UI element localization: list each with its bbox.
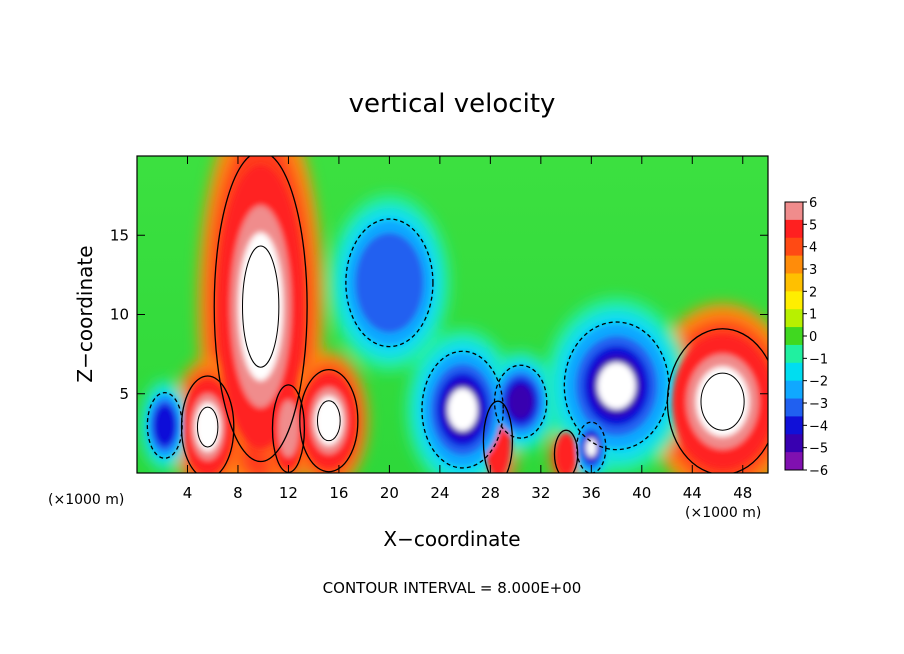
colorbar-tick-label: 1 bbox=[809, 308, 817, 323]
colorbar-swatch bbox=[785, 362, 803, 382]
core-layer bbox=[147, 165, 768, 473]
colorbar: 6 5 4 3 2 1 0 −1 −2 −3 −4 −5 −6 bbox=[784, 196, 828, 479]
x-tick-label: 40 bbox=[632, 484, 651, 502]
downdraft-contour-line bbox=[493, 364, 548, 439]
x-unit-right: (×1000 m) bbox=[685, 505, 761, 521]
x-tick-label: 24 bbox=[430, 484, 449, 502]
inner-contour-line bbox=[196, 406, 219, 448]
colorbar-tick-label: 0 bbox=[809, 330, 817, 345]
colorbar-swatch bbox=[785, 416, 803, 435]
colorbar-tick-label: 6 bbox=[809, 196, 817, 211]
colorbar-swatch bbox=[785, 273, 803, 292]
updraft-cell-shade bbox=[696, 366, 749, 437]
x-unit-left: (×1000 m) bbox=[48, 492, 124, 508]
downdraft-cell-shade bbox=[586, 438, 597, 457]
x-tick-label: 48 bbox=[733, 484, 752, 502]
colorbar-tick-label: 5 bbox=[809, 218, 817, 233]
chart-title: vertical velocity bbox=[349, 89, 556, 119]
y-axis: 5 10 15 bbox=[110, 226, 768, 403]
downdraft-contour-line bbox=[563, 321, 670, 451]
x-axis: 4 8 12 16 20 24 28 32 36 40 44 48 bbox=[183, 156, 752, 502]
updraft-cell-shade bbox=[555, 432, 577, 473]
colorbar-tick-label: −3 bbox=[809, 397, 828, 412]
updraft-cell-shade bbox=[314, 396, 343, 446]
x-tick-label: 28 bbox=[481, 484, 500, 502]
y-tick-label: 15 bbox=[110, 226, 129, 244]
colorbar-swatch bbox=[785, 237, 803, 257]
contour-layer bbox=[146, 156, 768, 473]
x-tick-label: 32 bbox=[531, 484, 550, 502]
colorbar-tick-label: 3 bbox=[809, 263, 817, 278]
downdraft-cell-shade bbox=[153, 404, 176, 446]
colorbar-tick-label: −2 bbox=[809, 375, 828, 390]
downdraft-cell-shade bbox=[597, 362, 636, 410]
x-tick-label: 44 bbox=[683, 484, 702, 502]
colorbar-swatch bbox=[785, 255, 803, 274]
colorbar-swatch bbox=[785, 219, 803, 239]
colorbar-tick-label: −5 bbox=[809, 442, 828, 457]
inner-contour-line bbox=[316, 400, 341, 442]
x-tick-label: 36 bbox=[582, 484, 601, 502]
y-axis-label: Z−coordinate bbox=[73, 245, 97, 382]
updraft-contour-line bbox=[213, 156, 308, 463]
x-tick-label: 16 bbox=[329, 484, 348, 502]
updraft-contour-line bbox=[299, 369, 359, 473]
x-tick-label: 4 bbox=[183, 484, 193, 502]
colorbar-swatch bbox=[785, 202, 803, 221]
updraft-cell-shade bbox=[195, 402, 221, 452]
updraft-contour-line bbox=[482, 400, 514, 473]
colorbar-swatch bbox=[785, 380, 803, 400]
colorbar-tick-label: −1 bbox=[809, 352, 828, 367]
downdraft-cell-shade bbox=[355, 232, 424, 333]
colorbar-swatch bbox=[785, 327, 803, 346]
contour-interval-note: CONTOUR INTERVAL = 8.000E+00 bbox=[323, 579, 582, 597]
colorbar-tick-label: 4 bbox=[809, 241, 817, 256]
x-tick-label: 12 bbox=[279, 484, 298, 502]
colorbar-swatch bbox=[785, 344, 803, 364]
colorbar-swatch bbox=[785, 291, 803, 310]
colorbar-swatch bbox=[785, 434, 803, 453]
downdraft-contour-line bbox=[345, 218, 434, 348]
colorbar-swatch bbox=[785, 309, 803, 328]
downdraft-cell-shade bbox=[447, 388, 478, 431]
downdraft-contour-line bbox=[576, 421, 607, 473]
colorbar-tick-label: 2 bbox=[809, 285, 817, 300]
inner-contour-line bbox=[242, 245, 280, 368]
x-tick-label: 8 bbox=[233, 484, 243, 502]
inner-contour-line bbox=[700, 372, 745, 431]
colorbar-swatch bbox=[785, 452, 803, 471]
updraft-cell-shade bbox=[238, 232, 283, 381]
y-tick-label: 10 bbox=[110, 306, 129, 324]
x-axis-label: X−coordinate bbox=[383, 527, 520, 551]
colorbar-tick-label: −4 bbox=[809, 419, 828, 434]
colorbar-tick-label: −6 bbox=[809, 464, 828, 479]
y-tick-label: 5 bbox=[119, 385, 129, 403]
downdraft-contour-line bbox=[146, 391, 183, 459]
downdraft-contour-line bbox=[421, 350, 504, 469]
x-tick-label: 20 bbox=[380, 484, 399, 502]
downdraft-cell-shade bbox=[508, 384, 534, 420]
colorbar-swatch bbox=[785, 398, 803, 417]
plot-area bbox=[137, 156, 768, 473]
